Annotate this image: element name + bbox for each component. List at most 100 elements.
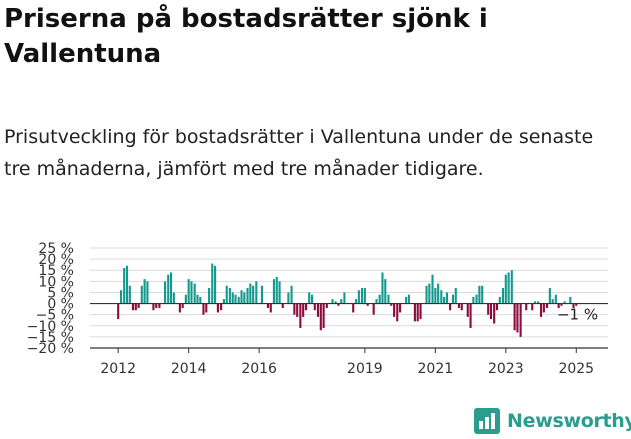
bar [399, 303, 402, 313]
bar [255, 281, 258, 304]
bar [155, 303, 158, 308]
bar [469, 303, 472, 328]
bar [319, 303, 322, 331]
bar [413, 303, 416, 322]
bar [372, 303, 375, 315]
bar [152, 303, 155, 311]
y-tick-label: −10 % [27, 319, 74, 335]
bar [354, 299, 358, 304]
bar [134, 303, 137, 311]
bar [560, 303, 563, 306]
bar [396, 303, 399, 322]
bar [272, 279, 275, 304]
chart-title: Priserna på bostadsrätter sjönk i Vallen… [4, 4, 488, 69]
bar [211, 263, 214, 304]
bar [117, 303, 120, 320]
bar [554, 294, 557, 304]
bar [563, 301, 566, 304]
bar [246, 288, 249, 304]
bar [504, 274, 507, 304]
bar [234, 294, 237, 304]
bar [240, 290, 243, 304]
y-tick-label: 15 % [38, 263, 74, 279]
y-tick-label: −20 % [27, 341, 74, 357]
bar [237, 296, 240, 304]
bar [231, 292, 234, 304]
bar [428, 283, 431, 304]
newsworthy-logo[interactable]: Newsworthy [474, 405, 631, 437]
bar [475, 294, 478, 304]
bar [123, 268, 126, 304]
y-tick-label: 25 % [38, 241, 74, 257]
bar [331, 299, 334, 304]
bar [416, 303, 419, 322]
bar [290, 285, 293, 304]
y-tick-label: 5 % [47, 285, 74, 301]
bar [310, 294, 314, 304]
bar [437, 283, 440, 304]
bar [137, 303, 140, 308]
bar [125, 265, 129, 304]
x-tick-label: 2014 [171, 361, 207, 377]
bar [363, 288, 366, 304]
bar [525, 303, 528, 311]
bar [478, 285, 481, 304]
bar [281, 303, 284, 308]
bar [466, 303, 469, 317]
bar [375, 299, 378, 304]
bar [225, 285, 228, 304]
y-tick-label: 0 % [47, 297, 74, 313]
newsworthy-logo-text: Newsworthy [507, 410, 631, 432]
bar [252, 285, 255, 304]
bar [393, 303, 396, 317]
bar [443, 296, 446, 304]
bar [313, 303, 316, 311]
y-tick-label: −15 % [27, 330, 74, 346]
bar [445, 292, 449, 304]
bar [366, 303, 369, 306]
x-tick-label: 2021 [418, 361, 454, 377]
bar [308, 292, 311, 304]
bar [178, 303, 181, 313]
bar [202, 303, 205, 315]
bar [519, 303, 522, 337]
bar [214, 265, 217, 304]
bar [493, 303, 496, 324]
x-tick-label: 2016 [241, 361, 277, 377]
bar [360, 288, 364, 304]
bar [378, 294, 381, 304]
bar [352, 303, 355, 313]
bar [278, 281, 281, 304]
bar [190, 281, 193, 304]
bar [513, 303, 516, 331]
bar [357, 290, 360, 304]
bar [275, 276, 278, 304]
bar [316, 303, 320, 317]
bar [425, 285, 428, 304]
bar [557, 303, 560, 308]
bar [340, 299, 343, 304]
bar [539, 303, 543, 317]
bar [381, 272, 384, 304]
bar [287, 292, 290, 304]
bar [169, 272, 173, 304]
bar [498, 296, 501, 304]
bar [269, 303, 272, 313]
bar [460, 303, 463, 311]
bar [158, 303, 161, 308]
bar [196, 294, 199, 304]
bar [407, 294, 410, 304]
bar [390, 303, 393, 306]
bar [472, 296, 475, 304]
newsworthy-logo-icon [474, 408, 500, 434]
bar [187, 279, 190, 304]
bar [337, 303, 340, 306]
x-tick-label: 2012 [100, 361, 136, 377]
x-tick-label: 2023 [488, 361, 524, 377]
y-tick-label: 10 % [38, 274, 74, 290]
bar [296, 303, 299, 317]
bar [507, 272, 510, 304]
bar [266, 303, 270, 308]
bar [387, 294, 390, 304]
bar [531, 303, 534, 311]
